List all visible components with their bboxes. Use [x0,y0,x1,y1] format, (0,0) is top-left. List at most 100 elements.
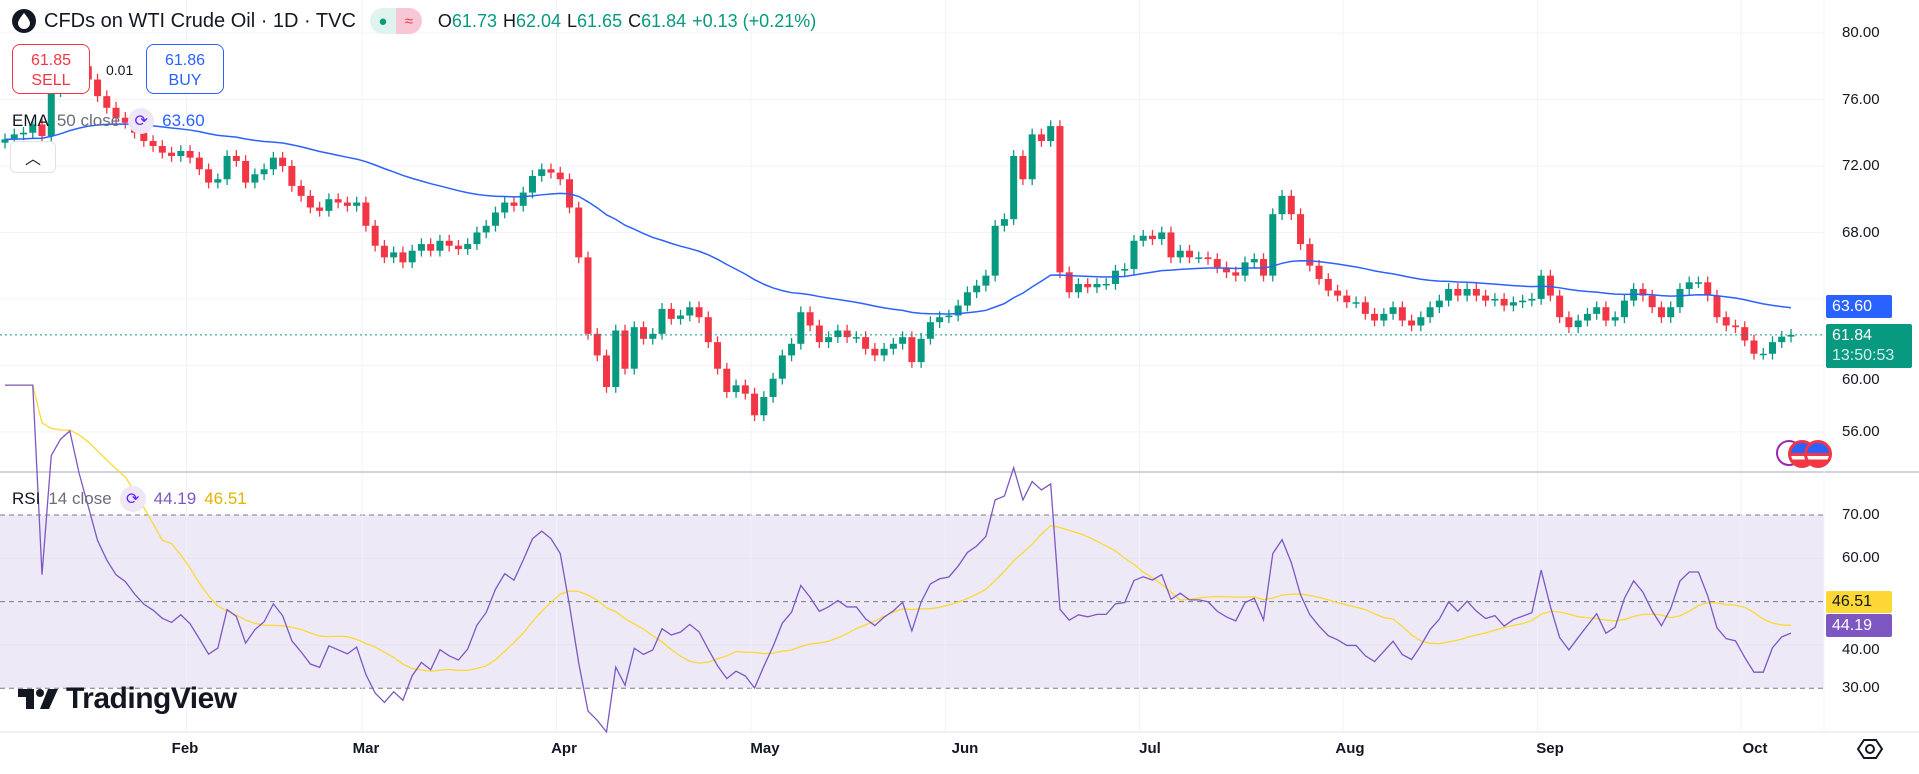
candle-body [1361,302,1369,314]
candle-body [140,132,148,142]
candle-body [843,330,851,338]
candle-body [1167,232,1175,258]
candle-body [168,152,176,156]
candle-body [1232,272,1240,276]
last-price-badge: 61.84 13:50:53 [1826,324,1912,368]
rsi-line [5,384,1792,734]
candle-body [1528,298,1536,301]
candle-body [973,285,981,293]
candle-body [1482,295,1490,301]
sell-label: SELL [31,72,71,89]
price-tick: 80.00 [1842,24,1880,41]
candle-body [1352,302,1360,304]
candle-body [751,393,759,416]
candle-body [10,134,18,140]
candle-body [991,225,999,276]
candle-body [1768,342,1776,354]
last-price: 61.84 [1832,327,1873,344]
refresh-icon[interactable]: ⟳ [119,486,146,512]
buy-label: BUY [168,72,202,89]
candle-body [1176,250,1184,258]
candle-body [242,160,250,183]
symbol-title[interactable]: CFDs on WTI Crude Oil · 1D · TVC [44,9,356,32]
low-value: 61.65 [577,10,623,31]
candle-body [778,355,786,379]
candle-body [325,199,333,211]
candle-body [177,151,185,156]
candle-body [260,169,268,175]
month-label: Sep [1536,740,1564,757]
candle-body [982,275,990,286]
tradingview-logo[interactable]: TradingView [18,682,237,716]
refresh-icon[interactable]: ⟳ [128,108,155,134]
candle-body [1148,235,1156,240]
eye-icon[interactable] [1856,737,1884,761]
candle-body [371,225,379,246]
approx-icon: ≈ [395,8,422,34]
candle-body [852,337,860,339]
candle-body [889,343,897,349]
candle-body [575,207,583,258]
candle-body [343,202,351,206]
rsi-value: 44.19 [153,489,197,508]
candle-body [917,338,925,363]
us-flag-icon[interactable] [1804,440,1832,468]
candle-body [1574,320,1582,328]
economic-events[interactable] [1776,440,1832,468]
candle-body [362,202,370,226]
candle-body [288,165,296,186]
candle-body [788,343,796,356]
status-pill[interactable]: ● ≈ [369,8,422,34]
candle-body [1037,134,1045,142]
candle-body [538,169,546,176]
candle-body [297,185,305,196]
candle-body [29,124,37,133]
candle-body [1324,278,1332,291]
candle-body [454,245,462,250]
candle-body [1454,288,1462,296]
candle-body [1306,244,1314,266]
candle-body [501,202,509,213]
candle-body [1398,307,1406,321]
candle-body [1185,250,1193,258]
candle-body [862,337,870,349]
sell-button[interactable]: 61.85 SELL [12,44,90,94]
rsi-legend[interactable]: RSI 14 close ⟳ 44.19 46.51 [12,486,247,512]
candle-body [1685,282,1693,289]
candle-body [871,348,879,356]
collapse-legend-button[interactable]: ︿ [10,141,56,173]
candle-body [1445,288,1453,301]
candle-body [1556,295,1564,318]
candle-body [1500,298,1508,306]
buy-button[interactable]: 61.86 BUY [146,44,224,94]
candle-body [1426,307,1434,318]
candle-body [195,157,203,170]
month-label: Oct [1742,740,1768,757]
candle-body [677,315,685,319]
candle-body [1676,288,1684,308]
candle-body [1371,313,1379,321]
candle-body [1750,340,1758,354]
candle-body [714,342,722,369]
candle-body [353,202,361,206]
ema-legend[interactable]: EMA 50 close ⟳ 63.60 [12,108,205,134]
candle-body [94,79,102,97]
candle-body [954,305,962,316]
candle-body [408,250,416,263]
candle-body [427,244,435,251]
candle-body [1778,336,1786,343]
candle-body [1639,288,1647,296]
candle-body [1722,317,1730,326]
candle-body [1583,313,1591,321]
change-value: +0.13 (+0.21%) [692,10,817,31]
candle-body [732,385,740,392]
candle-body [149,141,157,147]
candle-body [1741,327,1749,341]
ema-line [4,123,1792,315]
candle-body [1704,282,1712,296]
candle-body [269,157,277,170]
spread-value: 0.01 [106,62,134,78]
candle-body [1491,298,1499,301]
candle-body [1102,283,1110,286]
